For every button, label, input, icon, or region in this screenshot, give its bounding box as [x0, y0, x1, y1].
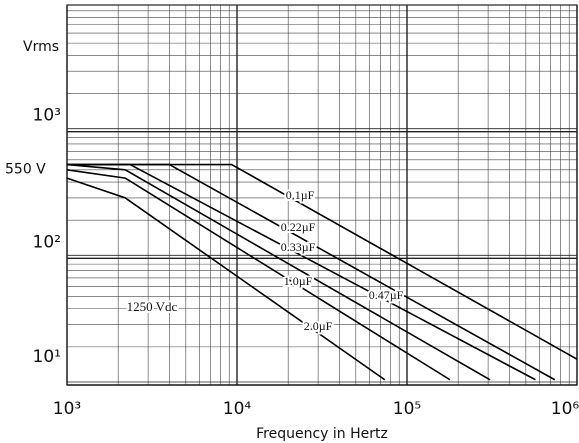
x-tick-label: 10³	[53, 399, 81, 419]
curve-label: 1.0µF	[284, 274, 313, 288]
curve	[66, 169, 451, 381]
y-tick-label: 10²	[33, 232, 61, 252]
y-tick-label: 10¹	[33, 347, 61, 367]
curve-label: 0.1µF	[286, 188, 315, 202]
annotation: 1250 Vdc	[127, 299, 178, 314]
curve	[67, 163, 536, 381]
x-axis-label: Frequency in Hertz	[256, 426, 388, 442]
plot-frame	[66, 4, 578, 386]
x-tick-label: 10⁵	[393, 399, 421, 419]
curve	[66, 177, 386, 381]
x-tick-label: 10⁴	[223, 399, 252, 419]
annotation: 550 V	[5, 162, 46, 178]
curve-label: 0.33µF	[281, 240, 316, 254]
curve	[66, 163, 491, 381]
x-tick-label: 10⁶	[551, 399, 579, 419]
y-axis-label: Vrms	[23, 39, 59, 55]
curve-label: 0.47µF	[369, 288, 404, 302]
y-tick-label: 10³	[33, 106, 61, 126]
curve-label: 2.0µF	[304, 319, 333, 333]
curve-label: 0.22µF	[281, 220, 316, 234]
